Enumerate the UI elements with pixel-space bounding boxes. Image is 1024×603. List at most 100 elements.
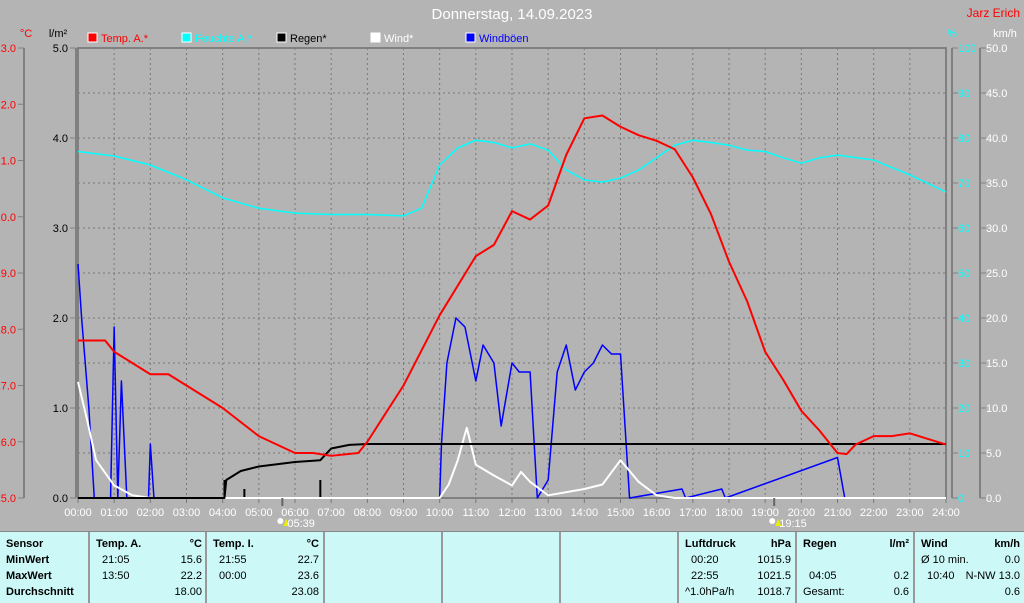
wind-column: Wind km/h Ø 10 min. 0.0 10:40 N-NW 13.0 0.6	[913, 532, 1024, 603]
series-line-feuchtea	[77, 139, 947, 217]
wind-max-time: 10:40	[927, 570, 955, 582]
wind-axis-label: 50.0	[986, 43, 1007, 55]
sunset-arrow-icon	[775, 519, 782, 526]
pressure-unit: hPa	[770, 538, 791, 550]
temp-axis-label: 16.0	[0, 437, 16, 449]
wind-axis-unit: km/h	[993, 28, 1017, 40]
legend-label: Regen*	[290, 33, 327, 45]
wind-avg-label: Ø 10 min.	[921, 554, 969, 566]
temp-axis-label: 23.0	[0, 43, 16, 55]
wind-axis-label: 15.0	[986, 358, 1007, 370]
temp-i-max: 23.6	[297, 570, 319, 582]
empty-column	[559, 532, 677, 603]
temp-axis-unit: °C	[20, 28, 32, 40]
empty-column	[441, 532, 559, 603]
sunset-sun-icon	[769, 518, 776, 524]
temp-a-max-time: 13:50	[102, 570, 130, 582]
temp-a-avg: 18.00	[174, 586, 202, 598]
temp-i-unit: °C	[306, 538, 319, 550]
rain-axis-label: 3.0	[53, 223, 68, 235]
hum-axis-label: 40	[958, 313, 970, 325]
x-tick-label: 02:00	[137, 507, 165, 519]
x-tick-label: 20:00	[788, 507, 816, 519]
sunrise-time: 05:39	[287, 518, 315, 530]
labels-column: Sensor MinWert MaxWert Durchschnitt	[0, 532, 89, 603]
label-sensor: Sensor	[6, 538, 44, 550]
rain-header: Regen	[803, 538, 837, 550]
pressure-header: Luftdruck	[685, 538, 736, 550]
series-line-wind	[77, 381, 946, 499]
label-avg: Durchschnitt	[6, 586, 74, 598]
x-tick-label: 01:00	[100, 507, 128, 519]
x-tick-label: 00:00	[64, 507, 92, 519]
pressure-min: 1015.9	[757, 554, 791, 566]
x-tick-label: 13:00	[534, 507, 562, 519]
temp-i-max-time: 00:00	[219, 570, 247, 582]
wind-axis-label: 10.0	[986, 403, 1007, 415]
hum-axis-label: 90	[958, 88, 970, 100]
wind-axis-label: 35.0	[986, 178, 1007, 190]
legend-swatch	[87, 32, 98, 43]
x-tick-label: 19:00	[751, 507, 779, 519]
temp-i-column: Temp. I. °C 21:55 22.7 00:00 23.6 23.08	[205, 532, 323, 603]
hum-axis-label: 50	[958, 268, 970, 280]
rain-axis-label: 0.0	[53, 493, 68, 505]
wind-axis-label: 30.0	[986, 223, 1007, 235]
pressure-max-time: 22:55	[691, 570, 719, 582]
temp-i-header: Temp. I.	[213, 538, 254, 550]
wind-day-avg: 0.6	[1004, 586, 1020, 598]
sunset-time: 19:15	[779, 518, 807, 530]
x-tick-label: 14:00	[571, 507, 599, 519]
rain-axis-unit: l/m²	[49, 28, 68, 40]
rain-column: Regen l/m² 04:05 0.2 Gesamt: 0.6	[795, 532, 913, 603]
wind-axis-label: 40.0	[986, 133, 1007, 145]
wind-header: Wind	[921, 538, 948, 550]
temp-axis-label: 15.0	[0, 493, 16, 505]
x-tick-label: 07:00	[317, 507, 345, 519]
temp-a-min: 15.6	[180, 554, 202, 566]
empty-column	[323, 532, 441, 603]
wind-axis-label: 20.0	[986, 313, 1007, 325]
wind-axis-label: 0.0	[986, 493, 1001, 505]
temp-axis-label: 18.0	[0, 324, 16, 336]
rain-max-time: 04:05	[809, 570, 837, 582]
temp-axis-label: 19.0	[0, 268, 16, 280]
x-tick-label: 06:00	[281, 507, 309, 519]
x-tick-label: 21:00	[824, 507, 852, 519]
x-tick-label: 12:00	[498, 507, 526, 519]
legend-label: Windböen	[479, 33, 529, 45]
legend-swatch	[465, 32, 476, 43]
x-tick-label: 23:00	[896, 507, 924, 519]
temp-axis-label: 21.0	[0, 156, 16, 168]
x-tick-label: 10:00	[426, 507, 454, 519]
temp-a-min-time: 21:05	[102, 554, 130, 566]
pressure-trend: ^1.0hPa/h	[685, 586, 735, 598]
label-min: MinWert	[6, 554, 50, 566]
x-tick-label: 05:00	[245, 507, 273, 519]
wind-axis-label: 25.0	[986, 268, 1007, 280]
x-tick-label: 08:00	[354, 507, 382, 519]
pressure-avg: 1018.7	[757, 586, 791, 598]
sunrise-sun-icon	[277, 518, 284, 524]
label-max: MaxWert	[6, 570, 52, 582]
x-tick-label: 22:00	[860, 507, 888, 519]
hum-axis-label: 80	[958, 133, 970, 145]
x-tick-label: 24:00	[932, 507, 960, 519]
rain-total: 0.6	[893, 586, 909, 598]
statistics-table: Sensor MinWert MaxWert Durchschnitt Temp…	[0, 531, 1024, 603]
wind-unit: km/h	[994, 538, 1020, 550]
pressure-column: Luftdruck hPa 00:20 1015.9 22:55 1021.5 ^1.…	[677, 532, 795, 603]
rain-axis-label: 2.0	[53, 313, 68, 325]
hum-axis-label: 10	[958, 448, 970, 460]
wind-max: N-NW 13.0	[965, 570, 1020, 582]
x-tick-label: 09:00	[390, 507, 418, 519]
legend-label: Feuchte A.*	[195, 33, 253, 45]
x-tick-label: 03:00	[173, 507, 201, 519]
weather-chart: 00:00 01:00 02:00 03:00 04:00 05:00 06:00 07:00…	[0, 28, 1017, 530]
humidity-axis-unit: %	[947, 28, 957, 40]
x-tick-label: 04:00	[209, 507, 237, 519]
x-tick-label: 16:00	[643, 507, 671, 519]
temp-axis-label: 22.0	[0, 99, 16, 111]
x-tick-label: 11:00	[462, 507, 489, 519]
sunrise-arrow-icon	[283, 519, 290, 526]
